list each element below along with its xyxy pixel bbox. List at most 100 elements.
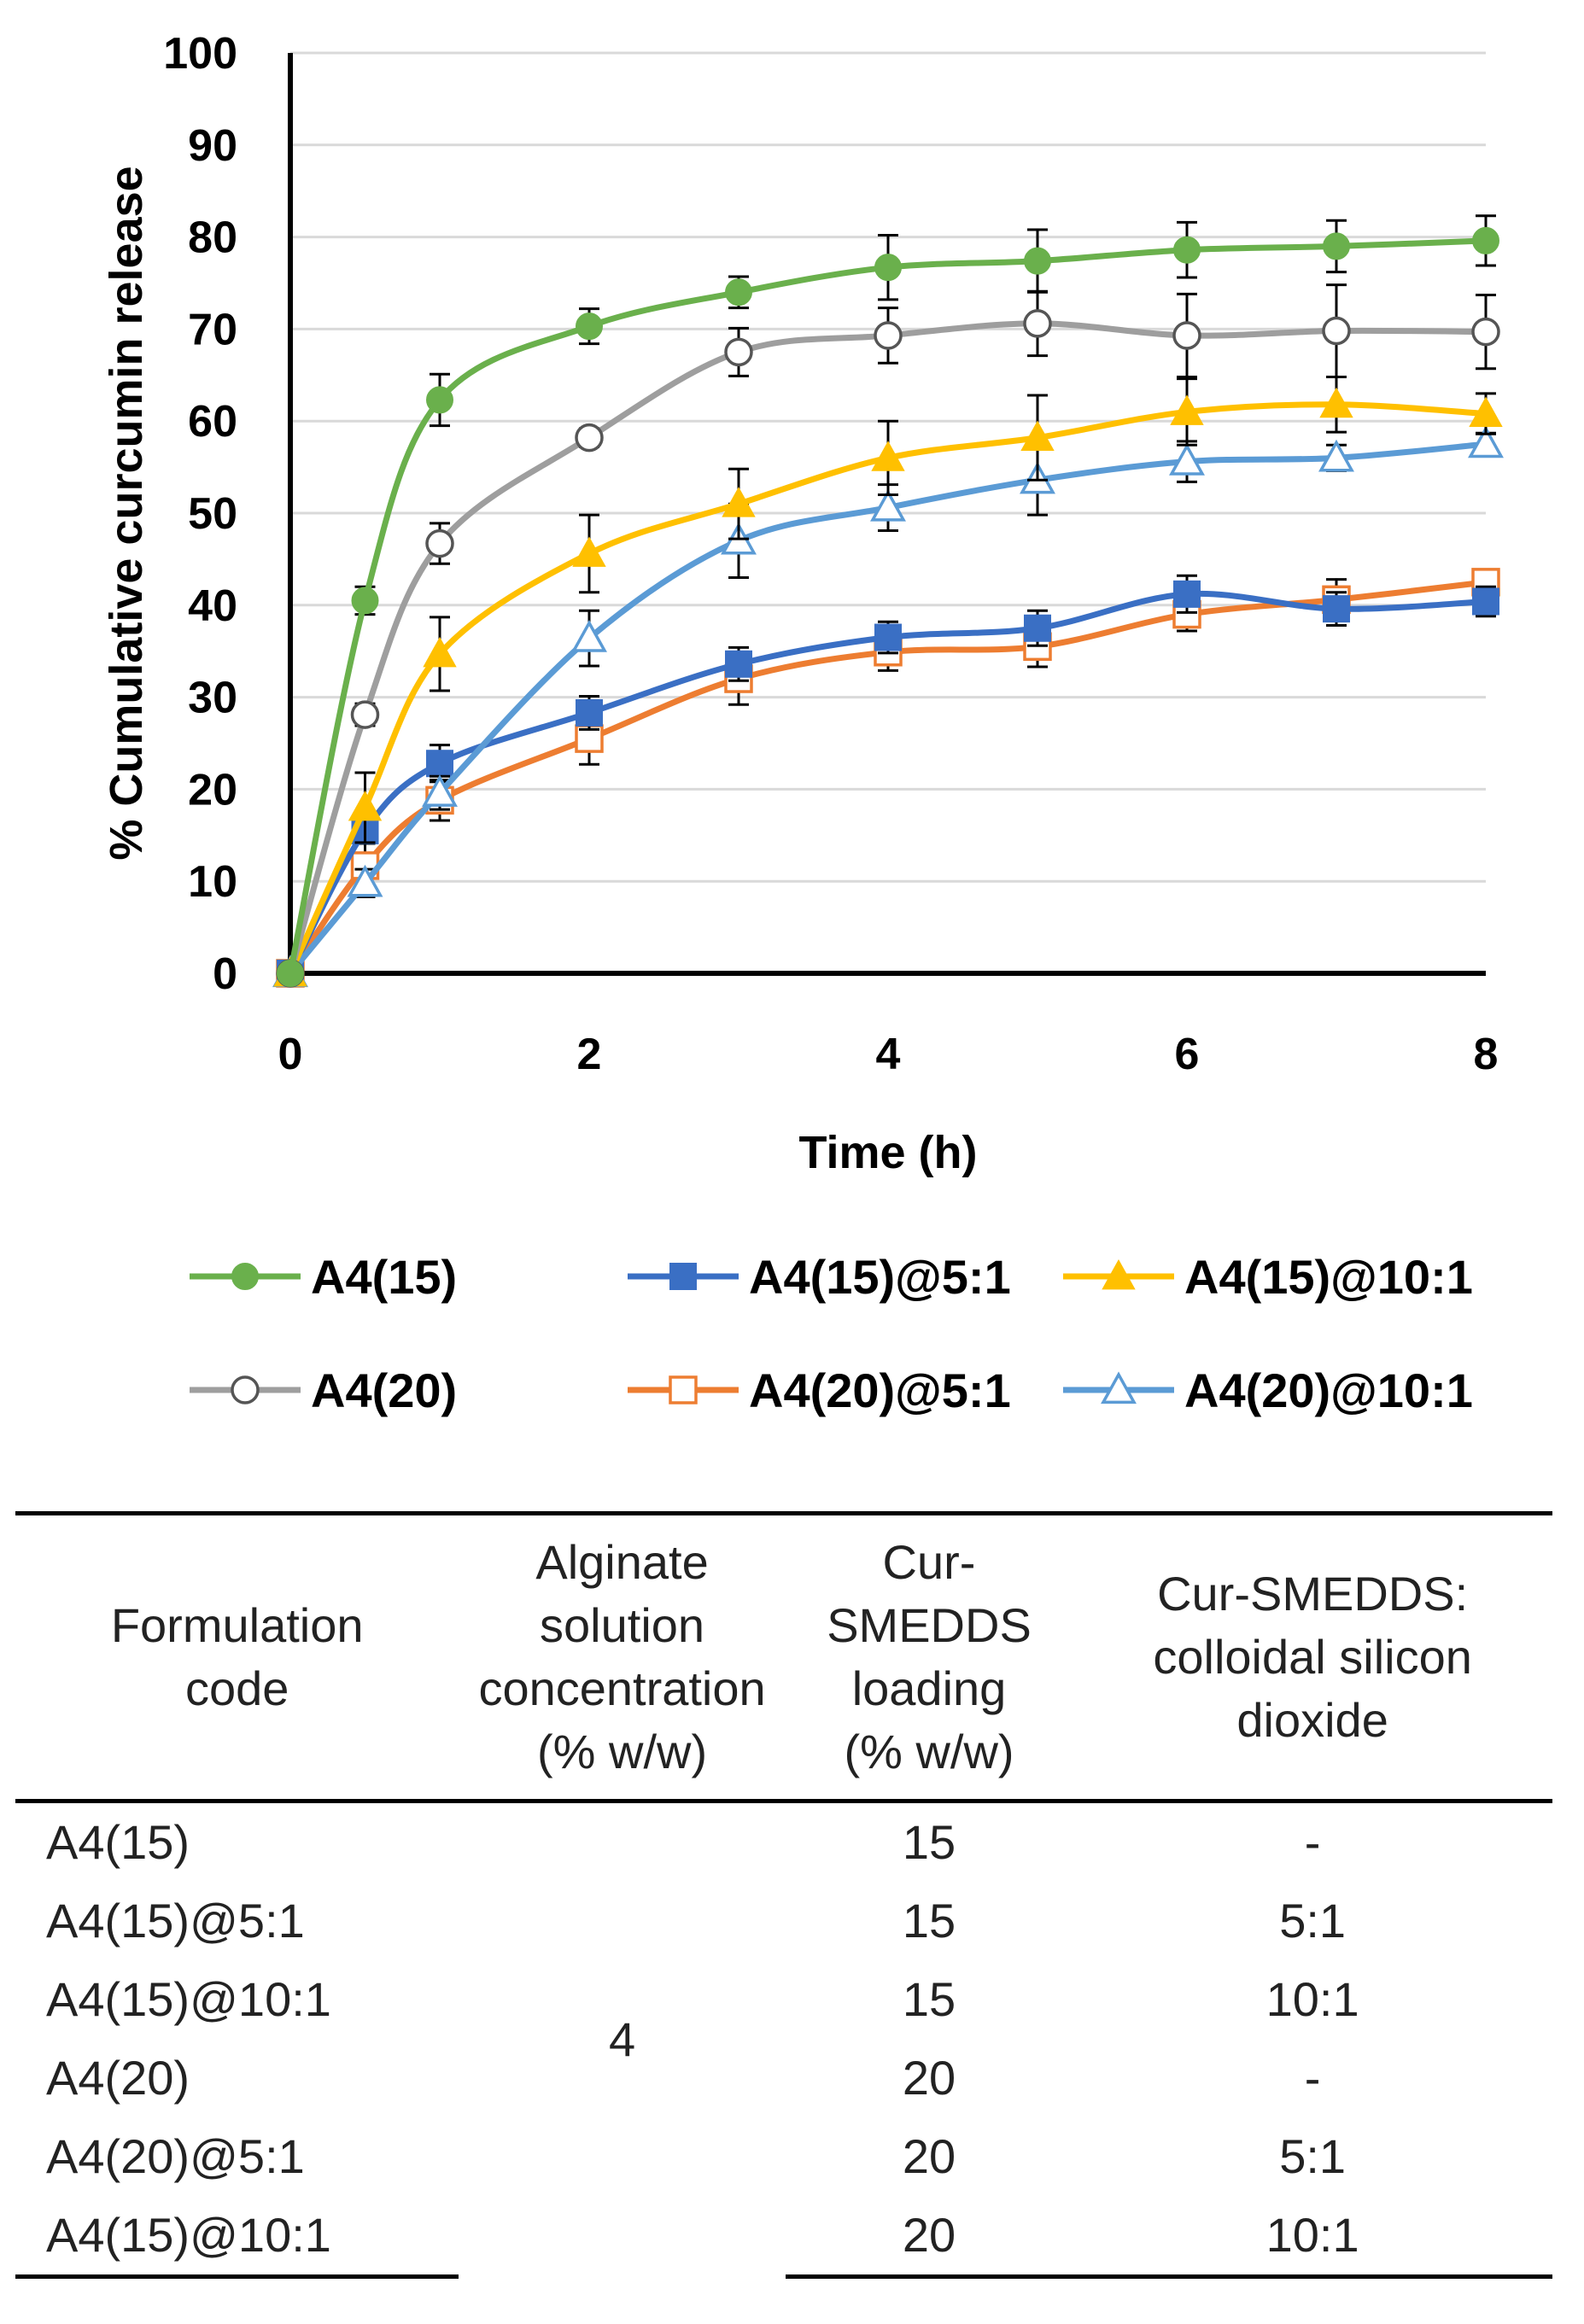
legend-label: A4(20)@5:1: [749, 1363, 1011, 1417]
series-line: [287, 401, 1487, 975]
cell-ratio: 5:1: [1279, 1893, 1347, 1947]
legend-entry-a4-15-10-1: A4(15)@10:1: [1063, 1250, 1473, 1304]
legend-marker: [231, 1375, 260, 1404]
y-tick-label: 70: [188, 305, 237, 354]
legend-marker: [669, 1375, 698, 1404]
data-point: [426, 750, 453, 778]
header-alginate-concentration: Alginate solution concentration (% w/w): [459, 1511, 786, 1803]
legend-entry-a4-15: A4(15): [190, 1250, 457, 1304]
data-point: [277, 960, 304, 987]
data-point: [347, 864, 383, 897]
data-point: [571, 620, 607, 652]
cell-code: A4(20)@5:1: [46, 2128, 305, 2183]
data-point: [1322, 316, 1351, 346]
tick-labels: 0 10 20 30 40 50 60 70 80 90 100 0 2 4 6 8: [163, 29, 1498, 1079]
y-tick-label: 60: [188, 397, 237, 447]
cell-code: A4(15)@10:1: [46, 1971, 331, 2026]
cell-loading: 15: [902, 1893, 956, 1947]
y-tick-label: 80: [188, 213, 237, 263]
cell-ratio: 10:1: [1265, 1971, 1359, 2026]
data-point: [572, 536, 606, 567]
data-point: [576, 698, 603, 727]
data-point: [1319, 387, 1353, 418]
data-point: [423, 636, 457, 668]
cell-loading: 15: [902, 1971, 956, 2026]
data-point: [874, 254, 902, 282]
series-line: [287, 590, 1487, 975]
legend-marker: [1101, 1371, 1137, 1404]
table-row: A4(15) 4 15 -: [15, 1801, 1552, 2066]
data-point: [1172, 321, 1201, 350]
cell-ratio: -: [1304, 2050, 1321, 2105]
y-axis-title: % Cumulative curcumin release: [101, 166, 152, 860]
data-point: [724, 337, 753, 367]
header-formulation-code: Formulation code: [15, 1511, 459, 1803]
table-row: A4(15)@10:1 15 10:1: [15, 1960, 1552, 2039]
data-point: [725, 278, 752, 307]
y-tick-label: 0: [213, 949, 237, 999]
data-point: [1468, 425, 1504, 458]
cell-code: A4(20): [46, 2050, 190, 2105]
data-point: [425, 528, 454, 558]
table-row: A4(15)@5:1 15 5:1: [15, 1882, 1552, 1960]
y-tick-label: 100: [163, 29, 237, 79]
cell-code: A4(15)@5:1: [46, 1893, 305, 1947]
data-point: [350, 700, 380, 729]
series-a4-15-5-1: [277, 574, 1499, 987]
data-point: [1471, 317, 1500, 347]
data-point: [1318, 439, 1354, 472]
y-tick-label: 50: [188, 489, 237, 539]
data-point: [1170, 394, 1204, 425]
y-tick-label: 40: [188, 581, 237, 631]
data-point: [870, 488, 906, 522]
legend-entry-a4-20-5-1: A4(20)@5:1: [628, 1363, 1011, 1417]
data-point: [725, 650, 752, 678]
data-point: [576, 312, 603, 341]
series-a4-15-10-1: [273, 375, 1503, 987]
y-tick-label: 30: [188, 674, 237, 723]
cell-loading: 15: [902, 1814, 956, 1869]
data-point: [1023, 309, 1052, 338]
cell-loading: 20: [902, 2050, 956, 2105]
data-point: [1173, 580, 1201, 608]
series-line: [288, 579, 1487, 975]
legend: A4(15) A4(15)@5:1 A4(15)@10:1 A4(20) A4(20)@…: [190, 1250, 1473, 1417]
data-point: [1024, 247, 1051, 275]
legend-label: A4(20): [311, 1363, 457, 1417]
x-tick-label: 0: [278, 1030, 303, 1079]
cell-ratio: -: [1304, 1814, 1321, 1869]
cell-code: A4(15): [46, 1814, 190, 1869]
series-a4-15: [277, 214, 1499, 987]
data-point: [351, 587, 379, 615]
cell-loading: 20: [902, 2128, 956, 2183]
legend-marker: [669, 1263, 697, 1290]
data-point: [422, 774, 458, 807]
x-tick-label: 8: [1474, 1030, 1499, 1079]
table-row: A4(20) 20 -: [15, 2039, 1552, 2117]
table-row: A4(15)@10:1 20 10:1: [15, 2195, 1552, 2279]
legend-marker: [231, 1263, 259, 1290]
data-point: [426, 386, 453, 414]
data-point: [348, 790, 383, 821]
data-point: [1472, 587, 1499, 616]
legend-entry-a4-15-5-1: A4(15)@5:1: [628, 1250, 1011, 1304]
y-tick-label: 10: [188, 857, 237, 907]
table-row: A4(20)@5:1 20 5:1: [15, 2117, 1552, 2196]
data-point: [874, 321, 903, 350]
series-line: [287, 237, 1487, 974]
data-point: [722, 487, 756, 517]
data-point: [1024, 614, 1051, 642]
x-axis-title: Time (h): [798, 1127, 977, 1178]
data-point: [874, 623, 902, 651]
cell-ratio: 10:1: [1073, 2195, 1552, 2279]
data-point: [575, 423, 604, 453]
y-tick-label: 90: [188, 121, 237, 171]
release-chart: 0 10 20 30 40 50 60 70 80 90 100 0 2 4 6 8 Time (h) % C…: [101, 29, 1504, 1417]
legend-label: A4(15)@5:1: [749, 1250, 1011, 1304]
x-tick-label: 4: [876, 1030, 901, 1079]
data-point: [871, 441, 905, 471]
cell-ratio: 5:1: [1279, 2128, 1347, 2183]
data-point: [1020, 420, 1055, 452]
data-point: [1169, 443, 1205, 476]
data-series: [272, 214, 1504, 988]
